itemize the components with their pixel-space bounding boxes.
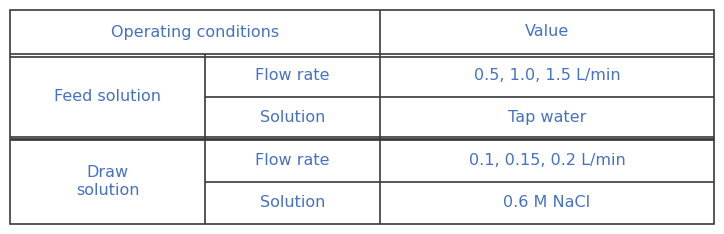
- Text: Solution: Solution: [260, 110, 325, 125]
- Text: Draw
solution: Draw solution: [76, 165, 139, 198]
- Text: Flow rate: Flow rate: [256, 68, 329, 83]
- Text: Solution: Solution: [260, 195, 325, 210]
- Text: Flow rate: Flow rate: [256, 153, 329, 168]
- Text: Operating conditions: Operating conditions: [111, 25, 279, 40]
- Text: Feed solution: Feed solution: [54, 89, 161, 104]
- Text: 0.6 M NaCl: 0.6 M NaCl: [503, 195, 591, 210]
- Text: 0.1, 0.15, 0.2 L/min: 0.1, 0.15, 0.2 L/min: [468, 153, 626, 168]
- Text: Tap water: Tap water: [508, 110, 586, 125]
- Text: 0.5, 1.0, 1.5 L/min: 0.5, 1.0, 1.5 L/min: [473, 68, 620, 83]
- Text: Value: Value: [525, 25, 569, 40]
